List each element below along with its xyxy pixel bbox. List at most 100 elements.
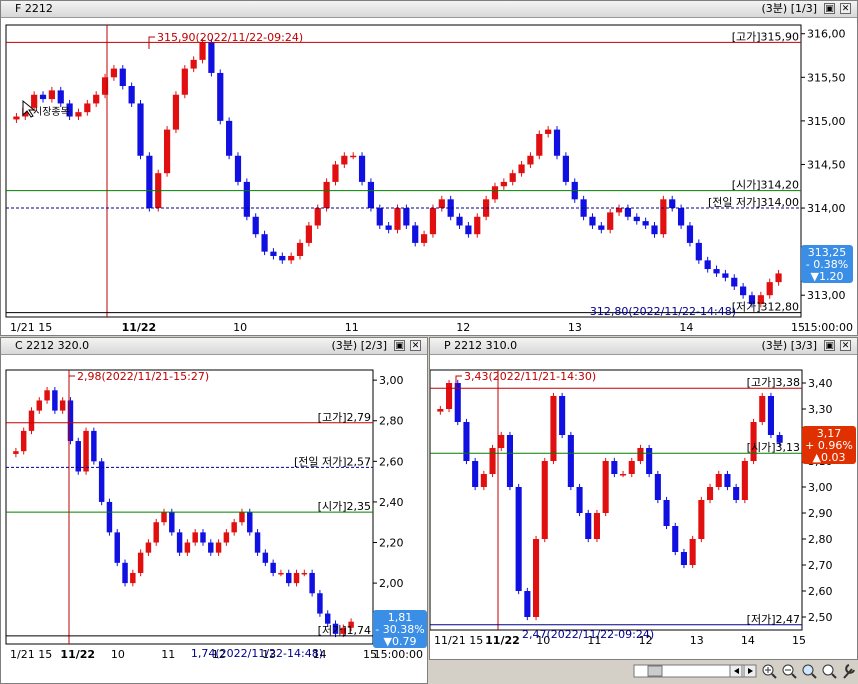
candle-body — [75, 441, 81, 472]
high-annotation: 315,90(2022/11/22-09:24) — [157, 31, 303, 44]
candle-body — [317, 593, 323, 614]
candle-body — [288, 255, 295, 261]
panel-title-bar: P 2212 310.0 (3분) [3/3] ▣ ✕ — [430, 338, 857, 355]
candle-body — [515, 487, 522, 591]
candle-body — [438, 199, 445, 209]
scroll-right-icon[interactable] — [743, 664, 757, 678]
current-price-box: 313,25- 0.38%▼1.20 — [801, 245, 853, 283]
low-annotation: 312,80(2022/11/22-14:48) — [590, 305, 736, 318]
candle-body — [429, 208, 437, 235]
candle-body — [447, 199, 454, 217]
candle-body — [190, 59, 197, 69]
level-label: [고가]315,90 — [732, 30, 799, 43]
zoom-reset-icon[interactable] — [822, 664, 837, 679]
x-tick-label: 11 — [161, 648, 175, 661]
price-box-bg — [802, 426, 856, 464]
candle-body — [130, 572, 136, 584]
y-tick-label: 315,00 — [807, 115, 846, 128]
x-tick-label: 1/21 15 — [10, 321, 52, 334]
panel-info: (3분) [2/3] — [331, 339, 387, 352]
candle-body — [44, 390, 50, 401]
chart-panel-f[interactable]: F 2212 (3분) [1/3] ▣ ✕ 316,00 315,50 315,00… — [0, 0, 858, 336]
candle-body — [59, 400, 66, 411]
scroll-left-icon[interactable] — [729, 664, 743, 678]
candle-body — [254, 532, 261, 553]
candle-body — [615, 208, 623, 213]
candle-body — [642, 221, 649, 226]
level-label: [저가]1,74 — [318, 624, 371, 637]
low-annotation: 2,47(2022/11/22-09:24) — [522, 628, 654, 641]
x-tick-label: 10 — [111, 648, 125, 661]
candle-body — [286, 572, 292, 584]
candle-body — [707, 487, 714, 500]
candle-body — [567, 435, 574, 487]
y-tick-label: 313,00 — [807, 289, 846, 302]
plot-area — [430, 369, 803, 631]
chart-panel-p[interactable]: P 2212 310.0 (3분) [3/3] ▣ ✕ 3,403,303,20… — [429, 337, 858, 660]
restore-icon[interactable]: ▣ — [824, 3, 835, 14]
candle-body — [199, 42, 206, 60]
y-tick-label: 2,80 — [808, 533, 833, 546]
candle-body — [637, 448, 644, 461]
y-tick-label: 3,00 — [379, 374, 404, 387]
candle-body — [332, 623, 339, 634]
wrench-icon[interactable] — [843, 664, 855, 679]
candle-body — [91, 430, 97, 462]
candle-body — [677, 208, 685, 226]
candle-body — [270, 251, 277, 256]
candle-body — [454, 383, 461, 422]
candlestick-chart-f[interactable]: 316,00315,50315,00314,50314,00313,50313,… — [1, 17, 857, 335]
candle-body — [314, 208, 321, 226]
search-icon[interactable] — [802, 664, 817, 679]
panel-title-bar: F 2212 (3분) [1/3] ▣ ✕ — [1, 1, 857, 18]
candle-body — [715, 474, 722, 487]
candle-body — [456, 216, 463, 226]
x-tick-label: 11/21 15 — [434, 634, 483, 647]
candlestick-chart-p[interactable]: 3,403,303,203,103,002,902,802,702,602,50… — [430, 354, 857, 659]
zoom-out-icon[interactable] — [782, 664, 797, 679]
y-tick-label: 2,00 — [379, 577, 404, 590]
candle-body — [704, 260, 711, 270]
candle-body — [611, 461, 618, 474]
close-icon[interactable]: ✕ — [840, 3, 851, 14]
candle-body — [293, 572, 300, 584]
candle-body — [13, 451, 19, 454]
x-tick-label: 11 — [345, 321, 359, 334]
x-tick-label: 15:00:00 — [804, 321, 853, 334]
close-icon[interactable]: ✕ — [840, 340, 851, 351]
candle-body — [394, 208, 401, 230]
zoom-in-icon[interactable] — [762, 664, 777, 679]
x-tick-label: 14 — [313, 648, 327, 661]
scroll-slider[interactable] — [633, 664, 747, 678]
chart-panel-c[interactable]: C 2212 320.0 (3분) [2/3] ▣ ✕ 3,00 2,80 2,60… — [0, 337, 428, 684]
panel-info: (3분) [3/3] — [761, 339, 817, 352]
candle-body — [261, 234, 268, 252]
candle-body — [145, 542, 152, 553]
x-tick-label: 15:00:00 — [374, 648, 423, 661]
candle-body — [524, 591, 531, 617]
candle-body — [654, 474, 661, 500]
candle-body — [527, 155, 534, 165]
restore-icon[interactable]: ▣ — [824, 340, 835, 351]
candle-body — [119, 68, 126, 87]
candle-body — [169, 512, 175, 533]
candle-body — [153, 522, 159, 543]
candle-body — [279, 255, 286, 261]
level-label: [저가]312,80 — [732, 301, 799, 314]
candle-body — [680, 552, 687, 565]
candle-body — [585, 513, 592, 539]
restore-icon[interactable]: ▣ — [394, 340, 405, 351]
candlestick-chart-c[interactable]: 3,00 2,80 2,60 2,40 2,20 2,00 1/21 15 11/22 10 11… — [1, 354, 427, 683]
candle-body — [767, 396, 774, 435]
close-icon[interactable]: ✕ — [410, 340, 421, 351]
plot-area — [5, 24, 802, 318]
candle-body — [624, 208, 632, 217]
cursor-tooltip: 시장종목 — [33, 106, 70, 118]
high-annotation: 3,43(2022/11/21-14:30) — [464, 370, 596, 383]
candle-body — [39, 94, 47, 100]
candle-body — [669, 199, 676, 209]
candle-body — [323, 181, 330, 209]
x-tick-label: 15 — [363, 648, 377, 661]
x-tick-label: 12 — [639, 634, 653, 647]
y-tick-label: 3,30 — [808, 403, 833, 416]
